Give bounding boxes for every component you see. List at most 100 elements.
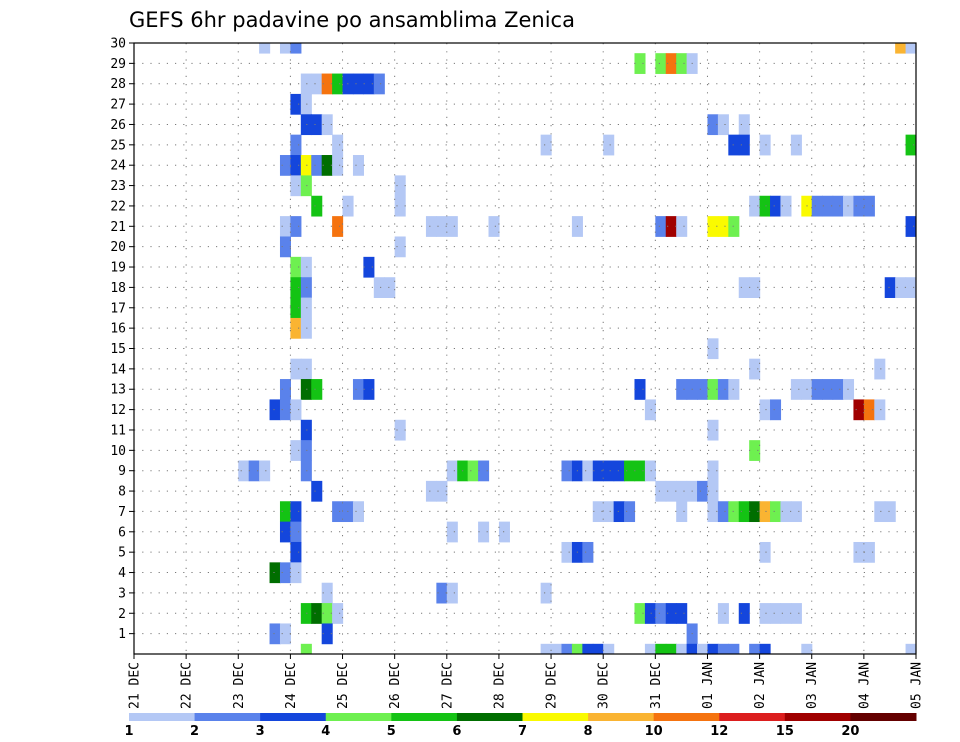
- heatmap-cell: [749, 440, 761, 461]
- heatmap-cell: [290, 501, 302, 523]
- heatmap-cell: [707, 419, 719, 441]
- heatmap-cell: [332, 603, 344, 624]
- y-tick-label: 14: [110, 362, 126, 377]
- colorbar: 1 2 3 4 5 6 7 8 10 12 15 20: [124, 713, 917, 739]
- heatmap-cell: [780, 603, 792, 624]
- colorbar-swatch: [850, 713, 917, 721]
- y-tick-label: 17: [110, 301, 126, 316]
- colorbar-label: 15: [776, 724, 794, 739]
- heatmap-cell: [290, 216, 302, 237]
- heatmap-cell: [759, 399, 771, 421]
- heatmap-cell: [290, 93, 302, 115]
- heatmap-cell: [759, 195, 771, 217]
- heatmap-cell: [311, 195, 323, 217]
- heatmap-cell: [707, 379, 719, 400]
- chart-title: GEFS 6hr padavine po ansamblima Zenica: [129, 8, 575, 32]
- heatmap-cell: [832, 195, 844, 217]
- y-tick-label: 21: [110, 220, 126, 235]
- heatmap-cell: [665, 643, 677, 655]
- heatmap-cell: [853, 541, 865, 563]
- colorbar-swatch: [653, 713, 720, 721]
- heatmap-cell: [728, 379, 740, 400]
- heatmap-cell: [352, 155, 364, 176]
- heatmap-cell: [290, 175, 302, 197]
- heatmap-cell: [394, 195, 406, 217]
- heatmap-cell: [540, 643, 552, 655]
- heatmap-cell: [603, 134, 615, 156]
- heatmap-cell: [717, 501, 729, 523]
- heatmap-cell: [644, 643, 656, 655]
- heatmap-cell: [676, 480, 688, 502]
- heatmap-cell: [446, 460, 458, 482]
- heatmap-cell: [707, 114, 719, 136]
- heatmap-cell: [352, 379, 364, 400]
- colorbar-swatch: [456, 713, 523, 721]
- x-tick-label: 30 DEC: [597, 662, 612, 709]
- colorbar-label: 2: [190, 724, 199, 739]
- y-tick-label: 15: [110, 342, 126, 357]
- heatmap-cell: [895, 277, 907, 298]
- y-tick-label: 10: [110, 444, 126, 459]
- heatmap-cell: [290, 317, 302, 339]
- heatmap-cell: [394, 419, 406, 441]
- heatmap-cell: [863, 541, 875, 563]
- heatmap-cell: [644, 460, 656, 482]
- x-tick-label: 22 DEC: [180, 662, 195, 709]
- heatmap-cell: [738, 134, 750, 156]
- colorbar-swatch: [194, 713, 261, 721]
- heatmap-cell: [238, 460, 250, 482]
- heatmap-cell: [905, 643, 916, 655]
- heatmap-cell: [603, 501, 615, 523]
- heatmap-cell: [728, 643, 740, 655]
- heatmap-cell: [874, 399, 886, 421]
- heatmap-cell: [676, 643, 688, 655]
- heatmap-cell: [446, 521, 458, 543]
- heatmap-cell: [290, 277, 302, 298]
- heatmap-cell: [352, 73, 364, 95]
- heatmap-cell: [363, 256, 375, 278]
- heatmap-cell: [874, 358, 886, 380]
- heatmap-cell: [676, 379, 688, 400]
- heatmap-cell: [279, 521, 291, 543]
- heatmap-cell: [811, 195, 823, 217]
- heatmap-cell: [467, 460, 479, 482]
- y-tick-label: 30: [110, 37, 126, 52]
- heatmap-cell: [905, 43, 916, 54]
- x-tick-label: 25 DEC: [336, 662, 351, 709]
- heatmap-cell: [749, 195, 761, 217]
- x-tick-label: 23 DEC: [232, 662, 247, 709]
- heatmap-cell: [707, 643, 719, 655]
- heatmap-cell: [624, 460, 636, 482]
- heatmap-cell: [613, 460, 625, 482]
- y-tick-label: 3: [118, 586, 126, 601]
- x-tick-label: 05 JAN: [910, 662, 925, 709]
- heatmap-cell: [707, 460, 719, 482]
- heatmap-cell: [707, 480, 719, 502]
- heatmap-cell: [290, 440, 302, 461]
- y-tick-label: 19: [110, 261, 126, 276]
- heatmap-cell: [248, 460, 260, 482]
- heatmap-cell: [822, 195, 834, 217]
- heatmap-cell: [269, 562, 281, 584]
- heatmap-cell: [749, 501, 761, 523]
- heatmap-cell: [488, 216, 500, 237]
- heatmap-cell: [717, 643, 729, 655]
- heatmap-cell: [290, 155, 302, 176]
- heatmap-cell: [697, 379, 709, 400]
- heatmap-cell: [655, 603, 667, 624]
- heatmap-cell: [644, 603, 656, 624]
- heatmap-cell: [749, 277, 761, 298]
- heatmap-cell: [697, 480, 709, 502]
- heatmap-cell: [634, 603, 646, 624]
- heatmap-cell: [290, 43, 302, 54]
- y-tick-label: 29: [110, 57, 126, 72]
- heatmap-cell: [749, 643, 761, 655]
- y-tick-label: 1: [118, 627, 126, 642]
- colorbar-swatch: [129, 713, 196, 721]
- heatmap-cell: [770, 603, 782, 624]
- heatmap-cell: [394, 236, 406, 258]
- heatmap-cell: [551, 643, 563, 655]
- heatmap-cell: [853, 195, 865, 217]
- heatmap-cell: [446, 216, 458, 237]
